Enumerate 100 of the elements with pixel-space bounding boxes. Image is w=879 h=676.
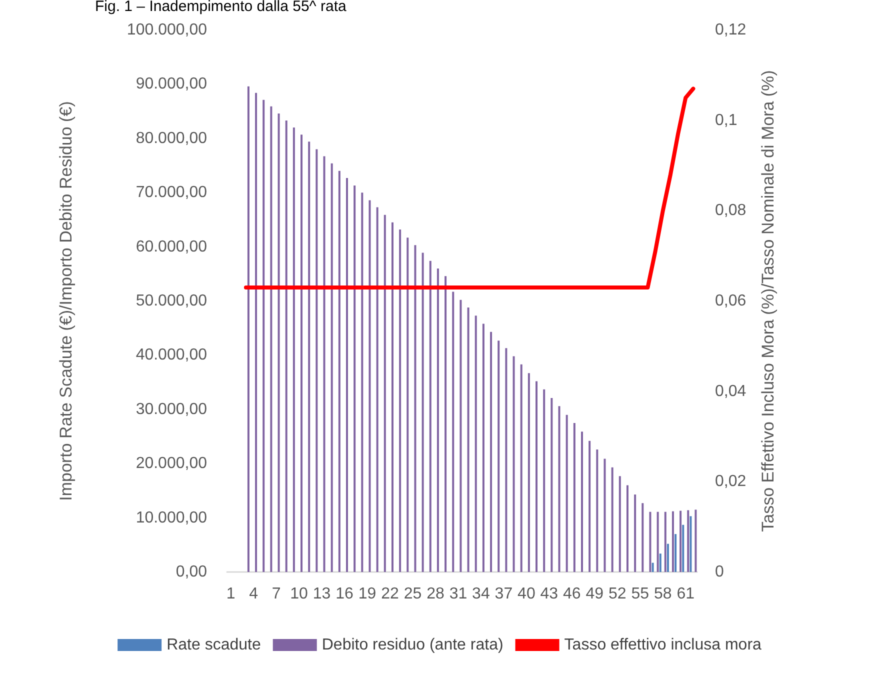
bar	[391, 222, 394, 572]
x-tick-label: 46	[563, 586, 581, 602]
x-tick-label: 31	[449, 586, 468, 602]
x-tick-label: 1	[226, 586, 236, 602]
bar	[528, 373, 530, 572]
x-tick-label: 43	[540, 586, 558, 602]
y-tick-label: 100.000,00	[126, 22, 208, 38]
x-tick-label: 25	[404, 586, 422, 602]
x-tick-label: 52	[608, 586, 626, 602]
bar	[262, 100, 265, 572]
y-tick-label: 80.000,00	[136, 130, 208, 147]
bar	[316, 149, 318, 572]
bar	[694, 510, 697, 572]
x-tick-label: 16	[336, 586, 354, 602]
x-tick-label: 55	[631, 586, 650, 602]
bar	[300, 134, 303, 572]
bar	[672, 511, 674, 572]
bar	[659, 554, 662, 572]
bar	[474, 316, 477, 572]
bar	[611, 467, 614, 572]
y-tick-label: 50.000,00	[136, 292, 208, 310]
bar	[536, 381, 538, 572]
y2-tick-label: 0,06	[715, 292, 746, 310]
bar	[460, 300, 462, 572]
bar	[682, 524, 684, 572]
y2-tick-label: 0,1	[715, 112, 738, 129]
legend-label: Tasso effettivo inclusa mora	[564, 636, 762, 654]
y-tick-label: 10.000,00	[136, 509, 208, 526]
bar	[674, 534, 677, 572]
legend-label: Rate scadute	[166, 636, 261, 654]
bar	[354, 186, 356, 572]
bar	[399, 229, 402, 572]
bar	[566, 414, 568, 572]
y2-tick-label: 0	[715, 564, 724, 580]
bar	[376, 207, 378, 572]
bar	[550, 398, 553, 572]
bar	[278, 113, 280, 572]
y2-tick-label: 0,12	[715, 22, 746, 38]
legend-label: Debito residuo (ante rata)	[322, 636, 504, 654]
x-tick-label: 34	[472, 586, 490, 602]
bar	[323, 156, 326, 572]
bar	[626, 485, 628, 572]
bar	[652, 562, 654, 572]
bar	[292, 128, 295, 572]
bar	[346, 178, 348, 572]
bar	[634, 494, 636, 572]
bar	[285, 120, 288, 572]
bar	[330, 163, 333, 572]
bar	[512, 356, 515, 572]
bar	[270, 106, 272, 572]
y2-tick-label: 0,08	[715, 202, 746, 220]
y-tick-label: 60.000,00	[136, 238, 208, 256]
bar	[558, 406, 560, 572]
bar	[368, 200, 371, 572]
bar	[361, 192, 364, 572]
y-axis-title: Importo Rate Scadute (€)/Importo Debito Residuo (€)	[56, 101, 76, 501]
x-tick-label: 37	[494, 586, 513, 602]
bar	[573, 422, 576, 572]
bar	[444, 276, 447, 572]
x-tick-label: 13	[312, 586, 331, 602]
x-tick-label: 58	[654, 586, 672, 602]
bar	[505, 348, 508, 572]
x-tick-label: 28	[426, 586, 444, 602]
bar	[666, 544, 669, 572]
y2-tick-label: 0,04	[715, 382, 746, 400]
bar	[642, 503, 644, 572]
bar	[596, 450, 598, 572]
bar	[604, 458, 606, 572]
bar	[588, 440, 591, 572]
bar	[452, 292, 454, 572]
y-tick-label: 20.000,00	[136, 455, 208, 472]
y-tick-label: 90.000,00	[136, 76, 208, 93]
x-tick-label: 19	[358, 586, 376, 602]
bar	[498, 340, 500, 572]
bar	[680, 510, 682, 572]
y2-axis-title: Tasso Effettivo Incluso Mora (%)/Tasso Nominale di Mora (%)	[758, 70, 778, 532]
bar	[384, 214, 386, 572]
bar	[520, 364, 522, 572]
x-tick-label: 4	[249, 586, 258, 602]
chart-title: Fig. 1 – Inadempimento dalla 55^ rata	[95, 0, 348, 15]
bar	[422, 252, 424, 572]
x-tick-label: 22	[381, 586, 399, 602]
y-tick-label: 40.000,00	[136, 346, 208, 364]
bar	[664, 512, 666, 572]
x-tick-label: 61	[676, 586, 695, 602]
y-tick-label: 30.000,00	[136, 400, 208, 418]
bar	[618, 476, 621, 572]
y-tick-label: 0,00	[176, 564, 208, 580]
bar	[656, 512, 659, 572]
bar	[338, 170, 340, 572]
bar	[482, 324, 484, 572]
bar	[414, 245, 416, 572]
bar	[649, 512, 652, 572]
x-tick-label: 40	[518, 586, 536, 602]
bar	[543, 389, 546, 572]
line-series	[244, 86, 696, 290]
bar	[581, 432, 583, 572]
bar	[467, 308, 470, 572]
bar	[690, 516, 692, 572]
x-tick-label: 49	[586, 586, 604, 602]
